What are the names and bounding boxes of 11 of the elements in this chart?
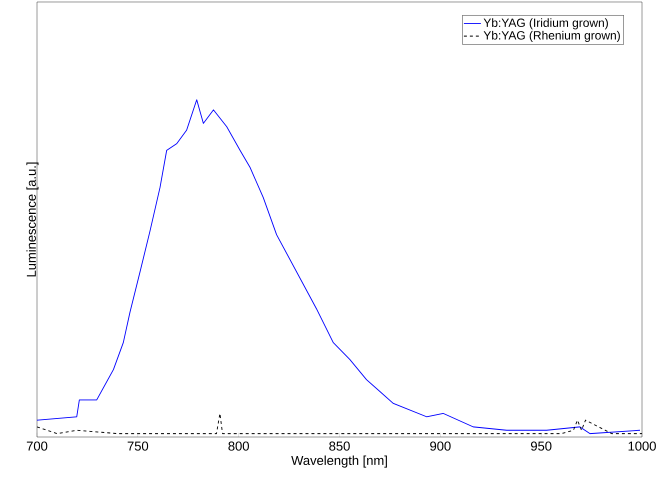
x-tick-label: 1000 xyxy=(628,442,656,451)
x-tick-label: 950 xyxy=(530,442,552,451)
x-tick-label: 800 xyxy=(228,442,249,451)
x-axis-title: Wavelength [nm] xyxy=(291,456,387,468)
legend-label: Yb:YAG (Rhenium grown) xyxy=(484,30,620,42)
x-tick-label: 900 xyxy=(430,442,451,451)
y-axis-title: Luminescence [a.u.] xyxy=(26,162,38,276)
x-tick-label: 750 xyxy=(128,442,148,451)
x-tick-label: 700 xyxy=(26,442,48,451)
legend-label: Yb:YAG (Iridium grown) xyxy=(484,18,608,30)
x-tick-label: 850 xyxy=(329,442,350,451)
